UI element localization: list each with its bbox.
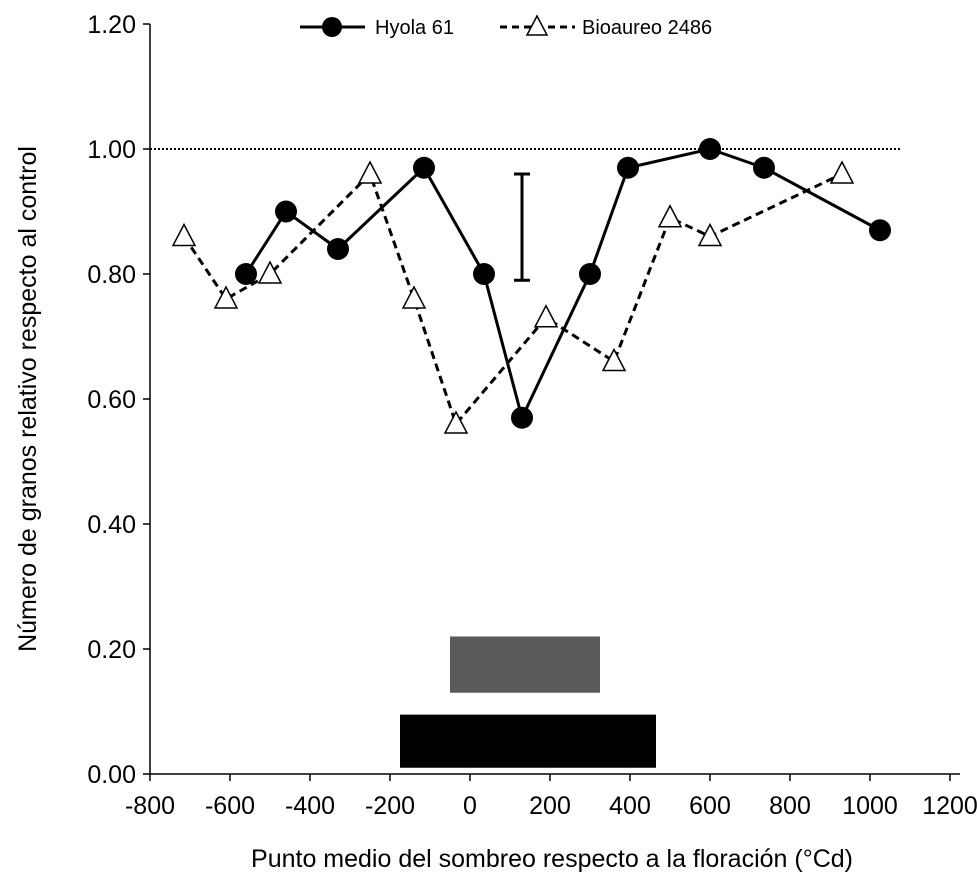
x-tick-label: 400 [609, 792, 651, 820]
point-bioaureo [401, 285, 427, 309]
y-tick-label: 1.00 [87, 136, 136, 164]
point-hyola [327, 238, 349, 260]
x-tick-label: 200 [529, 792, 571, 820]
point-bioaureo [213, 285, 239, 309]
point-hyola [413, 156, 435, 179]
y-tick-label: 0.20 [87, 636, 136, 664]
y-tick-label: 0.60 [87, 386, 136, 414]
x-tick-label: 1000 [842, 792, 898, 820]
point-bioaureo [533, 304, 559, 328]
point-bioaureo [257, 260, 283, 284]
point-hyola [275, 200, 297, 223]
legend-item-hyola: Hyola 61 [300, 17, 454, 39]
x-tick-label: -200 [365, 792, 415, 820]
shading-bar-0 [450, 636, 600, 693]
series-layer [171, 138, 891, 434]
point-bioaureo [601, 347, 627, 372]
shading-bars-layer [400, 636, 656, 768]
point-bioaureo [657, 204, 683, 228]
y-tick-label: 0.80 [87, 261, 136, 289]
x-tick-label: 0 [463, 792, 477, 820]
point-hyola [869, 219, 891, 242]
shading-bar-1 [400, 714, 656, 768]
y-tick-label: 1.20 [87, 11, 136, 39]
error-bar-layer [514, 172, 530, 282]
point-hyola [617, 156, 639, 179]
series-line-0 [244, 147, 881, 423]
point-hyola [473, 263, 495, 285]
legend-label-hyola: Hyola 61 [375, 17, 454, 39]
point-bioaureo [443, 410, 469, 434]
legend-label-bioaureo: Bioaureo 2486 [582, 17, 712, 39]
y-axis-title: Número de granos relativo respecto al co… [14, 146, 42, 652]
point-bioaureo [829, 160, 855, 184]
point-hyola [235, 263, 257, 285]
x-axis-title: Punto medio del sombreo respecto a la fl… [251, 845, 853, 873]
point-hyola [699, 138, 721, 160]
legend-item-bioaureo: Bioaureo 2486 [500, 14, 712, 39]
point-hyola [753, 156, 775, 179]
point-bioaureo [357, 160, 383, 184]
x-tick-label: -400 [285, 792, 335, 820]
legend-marker-hyola [322, 17, 342, 37]
legend-marker-bioaureo [525, 14, 549, 36]
point-hyola [579, 263, 601, 285]
point-bioaureo [697, 222, 723, 247]
x-tick-label: 800 [769, 792, 811, 820]
legend: Hyola 61 Bioaureo 2486 [300, 14, 712, 39]
series-line-1 [182, 171, 843, 427]
x-tick-label: 1200 [922, 792, 977, 820]
y-tick-label: 0.40 [87, 511, 136, 539]
x-tick-label: -800 [125, 792, 175, 820]
ticks-layer: 0.00 0.20 0.40 0.60 0.80 1.00 1.20 -800 -600 -400… [87, 11, 977, 820]
y-tick-label: 0.00 [87, 761, 136, 789]
x-tick-label: 600 [689, 792, 731, 820]
x-tick-label: -600 [205, 792, 255, 820]
point-hyola [511, 406, 533, 429]
point-bioaureo [171, 222, 197, 247]
